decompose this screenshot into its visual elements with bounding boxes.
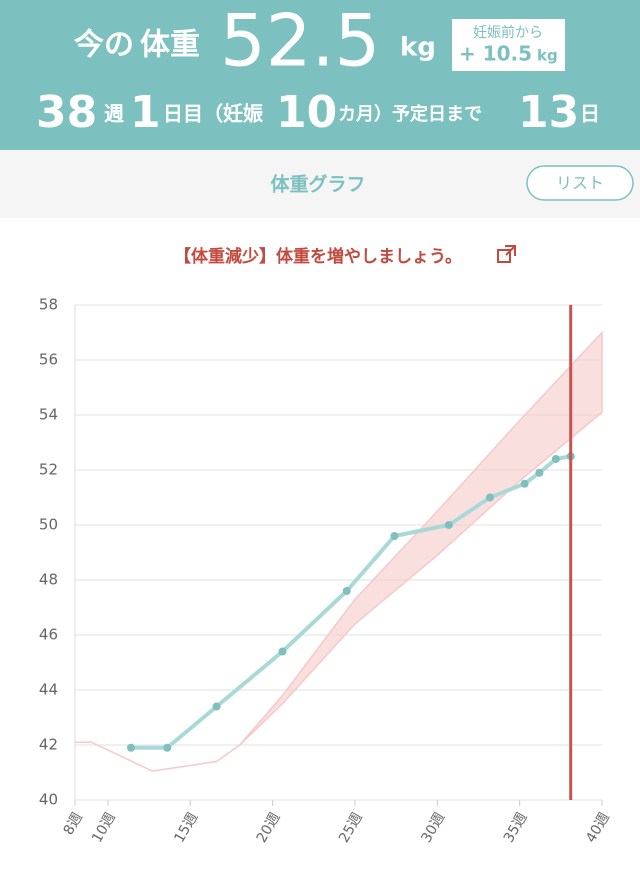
- label: 日: [580, 102, 600, 126]
- weight: 52.5: [220, 0, 380, 83]
- days-left: 13: [518, 87, 579, 138]
- external-link-icon[interactable]: [497, 245, 516, 263]
- weight-point: [126, 743, 135, 752]
- y-tick-label: 58: [39, 296, 58, 314]
- y-tick-label: 48: [39, 571, 58, 589]
- y-tick-label: 42: [39, 736, 58, 754]
- weight-point: [163, 743, 172, 752]
- weight-point: [212, 702, 221, 711]
- weight-point: [390, 532, 399, 540]
- header: 今の 体重 52.5 kg 妊娠前から + 10.5 kg 38 週 1 日目（…: [36, 0, 600, 138]
- notice[interactable]: 【体重減少】体重を増やしましょう。: [174, 246, 462, 267]
- list-button-label[interactable]: リスト: [556, 174, 604, 193]
- label: カ月）予定日まで: [338, 103, 482, 125]
- label: 週: [104, 102, 124, 126]
- y-tick-label: 52: [39, 461, 58, 479]
- month: 10: [276, 87, 337, 138]
- diff-label: 妊娠前から: [473, 24, 543, 41]
- label: 日目（妊娠: [163, 102, 264, 126]
- diff-value: + 10.5: [459, 42, 532, 66]
- label: 今の: [74, 28, 134, 63]
- y-tick-label: 44: [39, 681, 58, 699]
- y-tick-label: 50: [39, 516, 58, 534]
- list-button[interactable]: [526, 165, 634, 201]
- y-tick-label: 46: [39, 626, 58, 644]
- weight-point: [486, 493, 495, 502]
- recommended-band: [75, 330, 603, 772]
- diff-box: [452, 19, 565, 71]
- weight-point: [535, 468, 544, 477]
- content-bg: [0, 218, 640, 874]
- weight-point: [551, 455, 560, 463]
- y-tick-label: 40: [39, 791, 58, 809]
- weight-point: [444, 521, 453, 529]
- weight-point: [342, 587, 351, 595]
- y-tick-label: 54: [39, 406, 58, 424]
- tab-title: 体重グラフ: [270, 173, 365, 196]
- day: 1: [130, 87, 161, 138]
- label: 体重: [140, 28, 200, 63]
- diff-unit: kg: [537, 47, 558, 65]
- weight-point: [278, 647, 287, 656]
- weight-point: [520, 479, 529, 488]
- week: 38: [36, 87, 97, 138]
- unit: kg: [400, 33, 436, 63]
- y-tick-label: 56: [39, 351, 58, 369]
